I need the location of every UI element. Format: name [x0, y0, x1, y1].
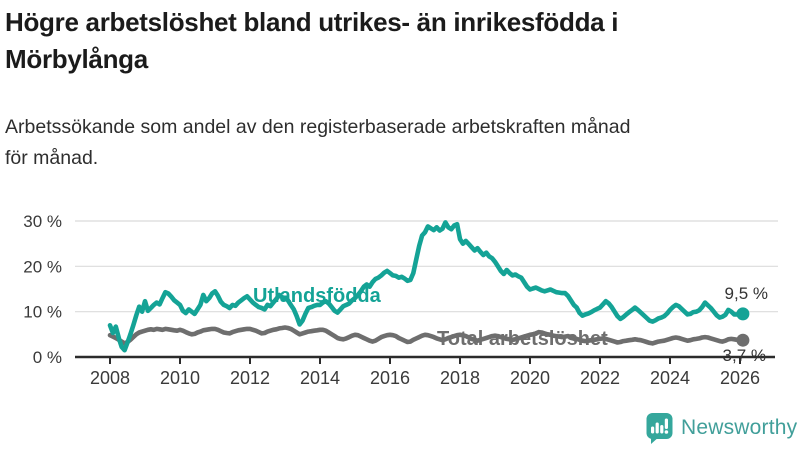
- chart-subtitle: Arbetssökande som andel av den registerb…: [5, 112, 795, 174]
- title-line-1: Högre arbetslöshet bland utrikes- än inr…: [5, 7, 619, 37]
- svg-text:2024: 2024: [650, 368, 690, 388]
- svg-text:10 %: 10 %: [23, 303, 62, 322]
- svg-text:30 %: 30 %: [23, 212, 62, 231]
- svg-text:2022: 2022: [580, 368, 620, 388]
- page-title: Högre arbetslöshet bland utrikes- än inr…: [5, 4, 785, 78]
- series-label-utlandsfodda: Utlandsfödda: [253, 285, 382, 307]
- svg-text:0 %: 0 %: [33, 348, 62, 367]
- svg-text:2010: 2010: [160, 368, 200, 388]
- subtitle-line-2: för månad.: [5, 147, 99, 169]
- title-line-2: Mörbylånga: [5, 44, 148, 74]
- chart-canvas: 0 % 10 % 20 % 30 % 2008 2010 2012 2014 2016 2018 2…: [23, 212, 778, 388]
- svg-text:2020: 2020: [510, 368, 550, 388]
- subtitle-line-1: Arbetssökande som andel av den registerb…: [5, 116, 631, 138]
- svg-text:2012: 2012: [230, 368, 270, 388]
- svg-text:2014: 2014: [300, 368, 340, 388]
- svg-text:2016: 2016: [370, 368, 410, 388]
- end-value-label-utlandsfodda: 9,5 %: [725, 284, 768, 303]
- svg-text:2008: 2008: [90, 368, 130, 388]
- newsworthy-logo[interactable]: Newsworthy: [644, 411, 797, 444]
- svg-text:2026: 2026: [720, 368, 760, 388]
- svg-text:2018: 2018: [440, 368, 480, 388]
- unemployment-line-chart: 0 % 10 % 20 % 30 % 2008 2010 2012 2014 2016 2018 2…: [0, 195, 800, 410]
- end-value-label-total: 3,7 %: [723, 346, 766, 365]
- svg-text:20 %: 20 %: [23, 257, 62, 276]
- series-label-total-arbetsloshet: Total arbetslöshet: [437, 328, 608, 350]
- brand-name: Newsworthy: [681, 415, 798, 439]
- bar-chart-speech-bubble-icon: [646, 413, 673, 444]
